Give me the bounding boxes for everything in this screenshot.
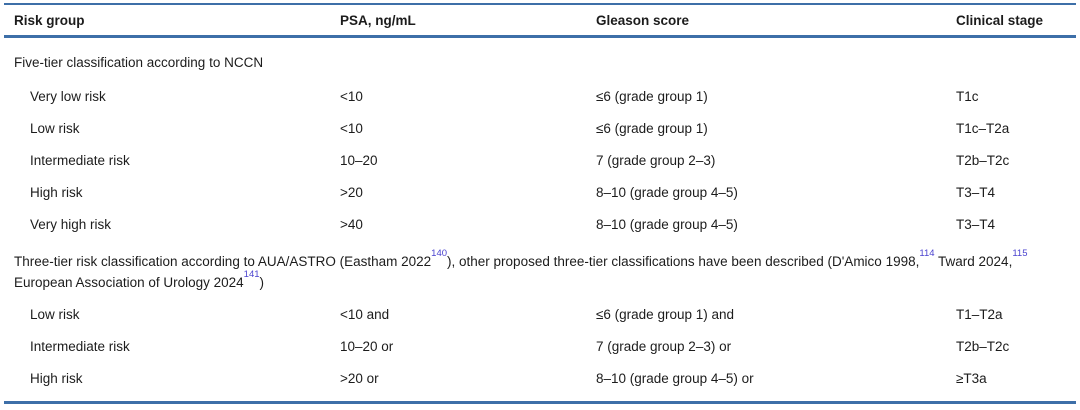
table-header-row: Risk group PSA, ng/mL Gleason score Clin… (4, 5, 1076, 38)
cell-gleason-score: ≤6 (grade group 1) (596, 88, 708, 104)
column-header-clinical-stage: Clinical stage (956, 12, 1044, 28)
section-header-text: Five-tier classification according to NC… (14, 55, 264, 70)
citation-link[interactable]: 140 (431, 248, 448, 259)
cell-psa: <10 and (340, 306, 390, 322)
citation-link[interactable]: 141 (243, 269, 260, 280)
cell-clinical-stage: T2b–T2c (956, 338, 1010, 354)
cell-clinical-stage: T3–T4 (956, 184, 996, 200)
cell-gleason-score: 7 (grade group 2–3) (596, 152, 716, 168)
column-header-gleason-score: Gleason score (596, 12, 690, 28)
section-header-text: Three-tier risk classification according… (14, 254, 432, 269)
cell-gleason-score: 7 (grade group 2–3) or (596, 338, 732, 354)
cell-gleason-score: 8–10 (grade group 4–5) (596, 216, 738, 232)
risk-classification-table: Risk group PSA, ng/mL Gleason score Clin… (4, 3, 1076, 404)
table-row: High risk >20 8–10 (grade group 4–5) T3–T4 (4, 176, 1076, 208)
section-header: Five-tier classification according to NC… (4, 38, 1076, 80)
cell-risk-group: Very low risk (30, 88, 106, 104)
cell-clinical-stage: T1–T2a (956, 306, 1003, 322)
cell-risk-group: Intermediate risk (30, 152, 130, 168)
table-row: Intermediate risk 10–20 7 (grade group 2–3… (4, 144, 1076, 176)
table-row: Intermediate risk 10–20 or 7 (grade group … (4, 330, 1076, 362)
cell-risk-group: Low risk (30, 306, 80, 322)
table-row: Very low risk <10 ≤6 (grade group 1) T1c (4, 80, 1076, 112)
cell-clinical-stage: T3–T4 (956, 216, 996, 232)
cell-gleason-score: 8–10 (grade group 4–5) (596, 184, 738, 200)
cell-psa: >20 or (340, 370, 379, 386)
cell-psa: <10 (340, 88, 363, 104)
cell-risk-group: Very high risk (30, 216, 112, 232)
table-body: Five-tier classification according to NC… (4, 38, 1076, 394)
cell-risk-group: High risk (30, 370, 83, 386)
column-header-psa: PSA, ng/mL (340, 12, 416, 28)
cell-clinical-stage: T2b–T2c (956, 152, 1010, 168)
section-header: Three-tier risk classification according… (4, 240, 1076, 298)
citation-link[interactable]: 115 (1012, 248, 1028, 259)
cell-psa: <10 (340, 120, 363, 136)
table-row: Low risk <10 and ≤6 (grade group 1) and T1–… (4, 298, 1076, 330)
cell-gleason-score: 8–10 (grade group 4–5) or (596, 370, 754, 386)
section-header-text: ), other proposed three-tier classificat… (447, 254, 920, 269)
table-row: High risk >20 or 8–10 (grade group 4–5) or… (4, 362, 1076, 394)
section-header-text: Tward 2024, (934, 254, 1013, 269)
column-header-risk-group: Risk group (14, 12, 85, 28)
cell-clinical-stage: T1c (956, 88, 979, 104)
cell-gleason-score: ≤6 (grade group 1) and (596, 306, 734, 322)
cell-risk-group: Low risk (30, 120, 80, 136)
cell-risk-group: High risk (30, 184, 83, 200)
cell-risk-group: Intermediate risk (30, 338, 130, 354)
table-row: Low risk <10 ≤6 (grade group 1) T1c–T2a (4, 112, 1076, 144)
cell-clinical-stage: ≥T3a (956, 370, 987, 386)
cell-psa: >40 (340, 216, 363, 232)
cell-psa: >20 (340, 184, 363, 200)
cell-clinical-stage: T1c–T2a (956, 120, 1010, 136)
table-bottom-spacer (4, 394, 1076, 401)
cell-psa: 10–20 or (340, 338, 394, 354)
cell-psa: 10–20 (340, 152, 378, 168)
section-header-text: European Association of Urology 2024 (14, 275, 244, 290)
section-header-text: ) (259, 275, 265, 290)
cell-gleason-score: ≤6 (grade group 1) (596, 120, 708, 136)
table-row: Very high risk >40 8–10 (grade group 4–5) T… (4, 208, 1076, 240)
citation-link[interactable]: 114 (919, 248, 935, 259)
